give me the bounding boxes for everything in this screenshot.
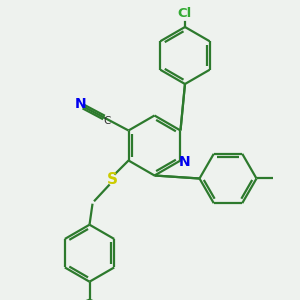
Text: N: N (178, 155, 190, 169)
Text: C: C (103, 116, 110, 126)
Text: S: S (106, 172, 118, 187)
Text: Cl: Cl (178, 8, 192, 20)
Text: N: N (75, 97, 87, 111)
